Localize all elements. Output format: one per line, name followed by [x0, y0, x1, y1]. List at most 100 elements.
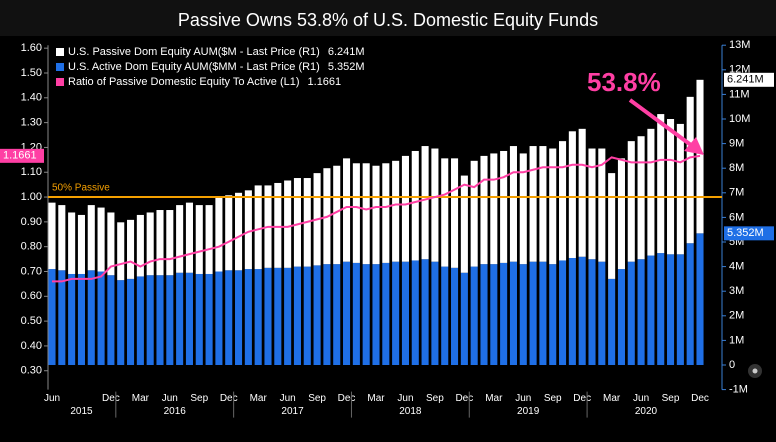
- bar-segment: [667, 254, 675, 365]
- bar-segment: [235, 270, 243, 365]
- y2-tick-label: 1M: [729, 334, 744, 346]
- bar-segment: [284, 267, 292, 365]
- year-label: 2017: [281, 406, 304, 417]
- bar-segment: [598, 261, 606, 365]
- bar-segment: [215, 197, 223, 272]
- legend-label: Ratio of Passive Domestic Equity To Acti…: [68, 76, 300, 88]
- bar-segment: [97, 271, 105, 365]
- bar-segment: [470, 266, 478, 365]
- bar-segment: [205, 205, 213, 274]
- y-tick-label: 0.70: [21, 265, 42, 277]
- bar-segment: [686, 96, 694, 244]
- bar-segment: [490, 264, 498, 365]
- bar-segment: [549, 148, 557, 265]
- bar-segment: [107, 212, 115, 276]
- bar-segment: [559, 141, 567, 261]
- x-tick-label: Sep: [308, 393, 326, 404]
- bar-segment: [568, 257, 576, 365]
- annotation: 53.8%: [587, 67, 661, 97]
- legend-value: 1.1661: [308, 76, 342, 88]
- bar-segment: [676, 123, 684, 255]
- bar-segment: [480, 264, 488, 365]
- bar-segment: [529, 261, 537, 365]
- bar-segment: [195, 205, 203, 274]
- bar-segment: [107, 275, 115, 365]
- bar-segment: [136, 214, 144, 277]
- bar-segment: [657, 253, 665, 365]
- bar-segment: [460, 272, 468, 365]
- x-tick-label: Sep: [662, 393, 680, 404]
- bar-segment: [451, 267, 459, 365]
- bar-segment: [303, 266, 311, 365]
- bar-segment: [578, 256, 586, 365]
- y2-tick-label: 10M: [729, 113, 750, 125]
- bar-segment: [77, 273, 85, 365]
- bar-segment: [274, 267, 282, 365]
- bar-segment: [48, 202, 56, 270]
- x-tick-label: Mar: [132, 393, 150, 404]
- x-tick-label: Mar: [250, 393, 268, 404]
- value-tag-label: 6.241M: [727, 74, 764, 86]
- bar-segment: [451, 158, 459, 268]
- reference-label: 50% Passive: [52, 183, 110, 194]
- value-tag: [724, 226, 774, 241]
- bar-segment: [509, 146, 517, 262]
- x-tick-label: Jun: [633, 393, 649, 404]
- chart-title: Passive Owns 53.8% of U.S. Domestic Equi…: [178, 10, 598, 30]
- y2-tick-label: 0: [729, 359, 735, 371]
- ratio-line: [52, 154, 701, 283]
- bar-segment: [48, 269, 56, 365]
- bar-segment: [657, 114, 665, 254]
- bar-segment: [156, 210, 164, 276]
- bar-segment: [539, 261, 547, 365]
- bar-segment: [87, 205, 95, 271]
- y-tick-label: 1.00: [21, 191, 42, 203]
- bar-segment: [509, 261, 517, 365]
- bar-segment: [470, 160, 478, 267]
- bar-segment: [500, 150, 508, 263]
- y-tick-label: 0.40: [21, 340, 42, 352]
- bar-segment: [68, 212, 76, 274]
- y2-tick-label: 3M: [729, 285, 744, 297]
- bar-segment: [431, 261, 439, 365]
- title-bar: [0, 0, 776, 36]
- bar-segment: [254, 269, 262, 365]
- x-tick-label: Jun: [397, 393, 413, 404]
- bar-segment: [136, 276, 144, 365]
- y2-tick-label: -1M: [729, 384, 748, 396]
- x-tick-label: Dec: [573, 393, 591, 404]
- bar-segment: [352, 163, 360, 263]
- bar-segment: [588, 259, 596, 365]
- bar-segment: [264, 267, 272, 365]
- bar-segment: [166, 275, 174, 365]
- value-tag: [724, 72, 774, 87]
- bar-segment: [627, 261, 635, 365]
- bar-segment: [225, 270, 233, 365]
- year-label: 2016: [164, 406, 187, 417]
- x-tick-label: Dec: [338, 393, 356, 404]
- y-tick-label: 0.50: [21, 315, 42, 327]
- x-tick-label: Mar: [367, 393, 385, 404]
- bar-segment: [166, 210, 174, 276]
- bar-segment: [244, 269, 252, 365]
- bar-segment: [58, 270, 66, 365]
- x-tick-label: Jun: [44, 393, 60, 404]
- x-tick-label: Dec: [102, 393, 120, 404]
- bar-segment: [372, 264, 380, 365]
- bar-segment: [215, 271, 223, 365]
- bar-segment: [185, 202, 193, 273]
- annotation-arrow: [628, 98, 697, 150]
- bar-segment: [401, 155, 409, 262]
- y2-tick-label: 6M: [729, 211, 744, 223]
- y2-tick-label: 8M: [729, 162, 744, 174]
- y-tick-label: 0.60: [21, 290, 42, 302]
- bar-segment: [146, 212, 154, 276]
- x-tick-label: Dec: [455, 393, 473, 404]
- bar-segment: [598, 148, 606, 262]
- bar-segment: [627, 141, 635, 262]
- value-tag-label: 5.352M: [727, 227, 764, 239]
- bar-segment: [441, 158, 449, 267]
- x-tick-label: Dec: [220, 393, 238, 404]
- year-label: 2015: [70, 406, 93, 417]
